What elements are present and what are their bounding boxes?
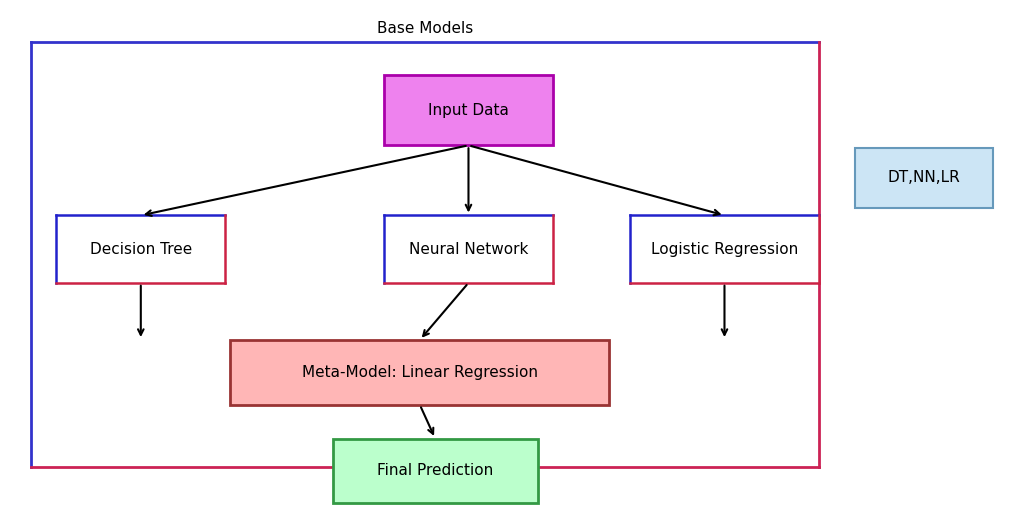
FancyBboxPatch shape [333, 439, 538, 503]
Text: Logistic Regression: Logistic Regression [651, 242, 798, 256]
FancyBboxPatch shape [56, 215, 225, 283]
Text: Base Models: Base Models [377, 21, 473, 36]
FancyBboxPatch shape [630, 215, 819, 283]
Text: Final Prediction: Final Prediction [377, 463, 494, 479]
FancyBboxPatch shape [384, 215, 553, 283]
Text: Meta-Model: Linear Regression: Meta-Model: Linear Regression [302, 365, 538, 380]
Text: Decision Tree: Decision Tree [90, 242, 191, 256]
FancyBboxPatch shape [230, 340, 609, 405]
Text: Neural Network: Neural Network [409, 242, 528, 256]
Text: DT,NN,LR: DT,NN,LR [888, 170, 961, 185]
FancyBboxPatch shape [855, 148, 993, 208]
Text: Input Data: Input Data [428, 103, 509, 118]
FancyBboxPatch shape [384, 75, 553, 145]
